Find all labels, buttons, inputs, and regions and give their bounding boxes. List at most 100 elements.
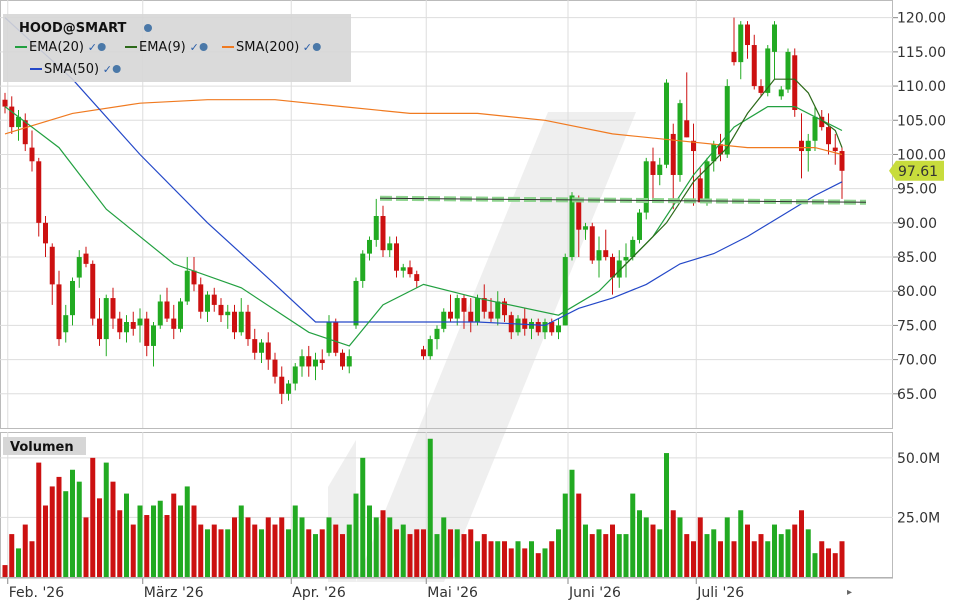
volume-bar (765, 541, 771, 577)
scroll-right-icon[interactable]: ▸ (847, 587, 852, 598)
candle-body (502, 301, 507, 316)
candle-body (367, 239, 372, 254)
volume-bar (164, 515, 170, 577)
candle-body (407, 267, 413, 275)
candle-body (110, 298, 116, 319)
date-tick-label: Juli '26 (696, 585, 744, 600)
candle-body (43, 222, 48, 244)
candle-body (616, 260, 622, 278)
date-tick-label: März '26 (144, 585, 204, 600)
volume-bar (576, 493, 582, 577)
candle-body (799, 140, 804, 152)
visibility-check-icon[interactable]: ✓ (103, 63, 112, 76)
last-price-marker: 97.61 (889, 160, 944, 181)
date-tick-label: Mai '26 (427, 585, 478, 600)
price-axis: 65.00 70.00 75.00 80.00 85.00 90.00 95.00 100.0… (893, 11, 946, 403)
candle-body (731, 51, 737, 63)
candle-body (178, 301, 183, 329)
volume-bar (758, 534, 764, 577)
volume-bar (657, 529, 663, 577)
settings-globe-icon[interactable] (312, 43, 321, 51)
volume-bar (502, 541, 507, 577)
candle-body (481, 298, 487, 312)
legend-label: SMA(50) (44, 62, 99, 77)
candle-body (205, 294, 210, 312)
volume-bar (218, 529, 224, 577)
volume-bar (353, 493, 359, 577)
price-tick-label: 105.00 (897, 113, 946, 129)
date-tick-label: Apr. '26 (292, 585, 346, 600)
candle-body (144, 318, 150, 346)
candle-body (346, 356, 352, 367)
volume-bar (83, 517, 89, 577)
candle-body (832, 147, 838, 152)
candle-body (164, 301, 170, 319)
volume-bar (306, 529, 312, 577)
volume-tick-label: 50.0M (897, 451, 940, 467)
volume-bar (630, 493, 636, 577)
volume-bar (562, 493, 568, 577)
volume-bar (286, 529, 291, 577)
volume-bar (16, 548, 21, 577)
candle-body (97, 318, 102, 340)
candle-body (184, 270, 190, 302)
candle-body (225, 311, 231, 316)
candle-body (286, 383, 291, 394)
price-tick-label: 100.00 (897, 147, 946, 163)
candle-body (400, 267, 406, 271)
settings-globe-icon[interactable] (97, 43, 106, 51)
candle-body (394, 243, 399, 271)
globe-icon[interactable] (144, 24, 152, 32)
candle-body (90, 263, 96, 319)
volume-bar (326, 517, 332, 577)
volume-bar (373, 517, 379, 577)
candle-body (279, 376, 285, 394)
candle-body (670, 133, 676, 175)
volume-tick-label: 25.0M (897, 510, 940, 526)
candle-body (576, 198, 582, 230)
volume-bar (691, 541, 696, 577)
candle-body (49, 246, 55, 285)
candle-body (562, 257, 568, 326)
legend-label: EMA(9) (139, 40, 186, 55)
settings-globe-icon[interactable] (112, 65, 121, 73)
volume-bar (805, 529, 811, 577)
candle-body (448, 311, 453, 319)
visibility-check-icon[interactable]: ✓ (190, 41, 199, 54)
candle-body (157, 301, 163, 326)
candle-body (839, 151, 845, 171)
volume-bar (488, 541, 494, 577)
volume-bar (70, 469, 75, 577)
volume-bar (130, 524, 136, 577)
volume-bar (468, 529, 474, 577)
candle-body (124, 322, 129, 333)
legend-box: HOOD@SMART EMA(20) ✓ EMA(9) ✓ SMA(200) ✓ SMA(5… (3, 14, 351, 82)
visibility-check-icon[interactable]: ✓ (303, 41, 312, 54)
candlesticks (2, 17, 845, 405)
volume-bar (265, 517, 271, 577)
volume-bar (124, 493, 129, 577)
volume-bar (434, 534, 440, 577)
candle-body (70, 280, 75, 316)
candle-body (475, 298, 480, 322)
volume-bar (151, 505, 156, 577)
price-tick-label: 80.00 (897, 284, 937, 300)
visibility-check-icon[interactable]: ✓ (88, 41, 97, 54)
settings-globe-icon[interactable] (199, 43, 208, 51)
price-tick-label: 70.00 (897, 353, 937, 369)
price-tick-label: 85.00 (897, 250, 937, 266)
candle-body (353, 280, 359, 326)
legend-label: SMA(200) (236, 40, 299, 55)
volume-bar (515, 541, 521, 577)
volume-bar (117, 510, 123, 577)
volume-bar (252, 524, 258, 577)
candle-body (596, 250, 602, 261)
volume-bar (279, 517, 285, 577)
candle-body (306, 356, 312, 367)
volume-bar (22, 524, 28, 577)
candle-body (83, 253, 89, 264)
volume-bar (569, 469, 575, 577)
volume-bar (29, 541, 35, 577)
candle-body (630, 239, 636, 258)
